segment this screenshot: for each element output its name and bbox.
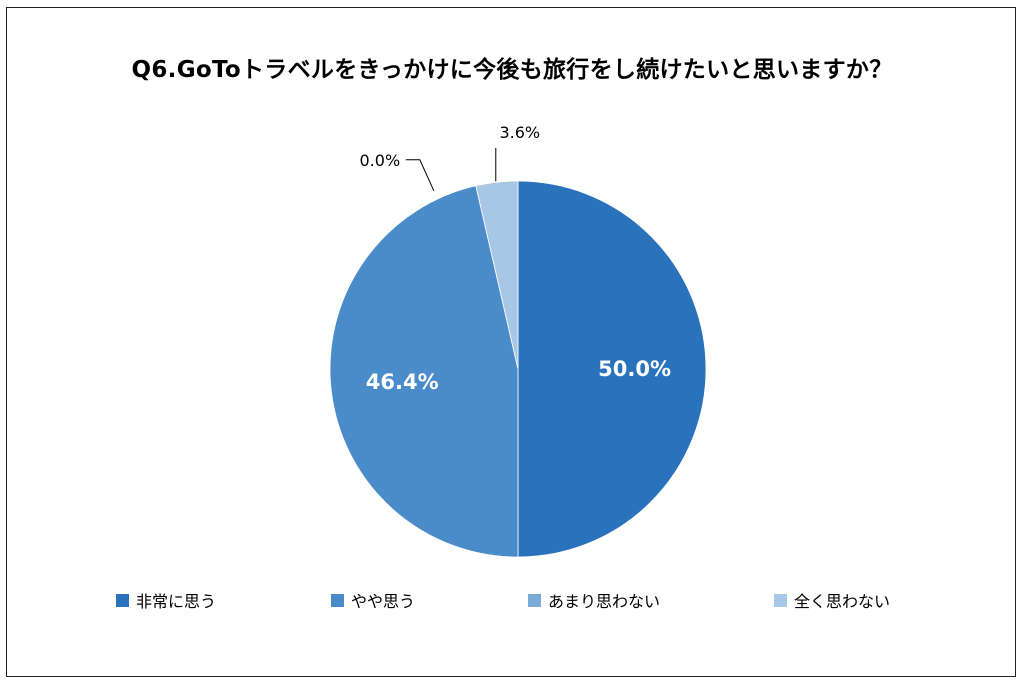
pie-slice-0 xyxy=(517,180,707,558)
legend-item-1: やや思う xyxy=(331,588,415,612)
legend-label-0: 非常に思う xyxy=(136,592,217,611)
legend-item-3: 全く思わない xyxy=(774,588,890,612)
chart-title: Q6.GoToトラベルをきっかけに今後も旅行をし続けたいと思いますか？ xyxy=(131,57,893,83)
legend-label-3: 全く思わない xyxy=(794,592,891,611)
chart-legend: 非常に思う やや思う あまり思わない 全く思わない xyxy=(0,588,1024,612)
legend-item-2: あまり思わない xyxy=(528,588,660,612)
data-label-0: 50.0% xyxy=(598,357,671,381)
legend-item-0: 非常に思う xyxy=(116,588,216,612)
pie-slice-3 xyxy=(475,180,519,370)
legend-swatch-0 xyxy=(116,593,129,607)
leader-line-2 xyxy=(405,159,435,191)
legend-label-2: あまり思わない xyxy=(548,592,661,611)
data-label-3: 3.6% xyxy=(499,123,540,142)
data-label-1: 46.4% xyxy=(366,370,439,394)
legend-swatch-1 xyxy=(331,593,344,607)
data-label-2: 0.0% xyxy=(360,151,401,170)
pie-slice-1 xyxy=(329,185,519,558)
legend-label-1: やや思う xyxy=(351,592,416,611)
legend-swatch-3 xyxy=(774,593,787,607)
legend-swatch-2 xyxy=(528,593,541,607)
